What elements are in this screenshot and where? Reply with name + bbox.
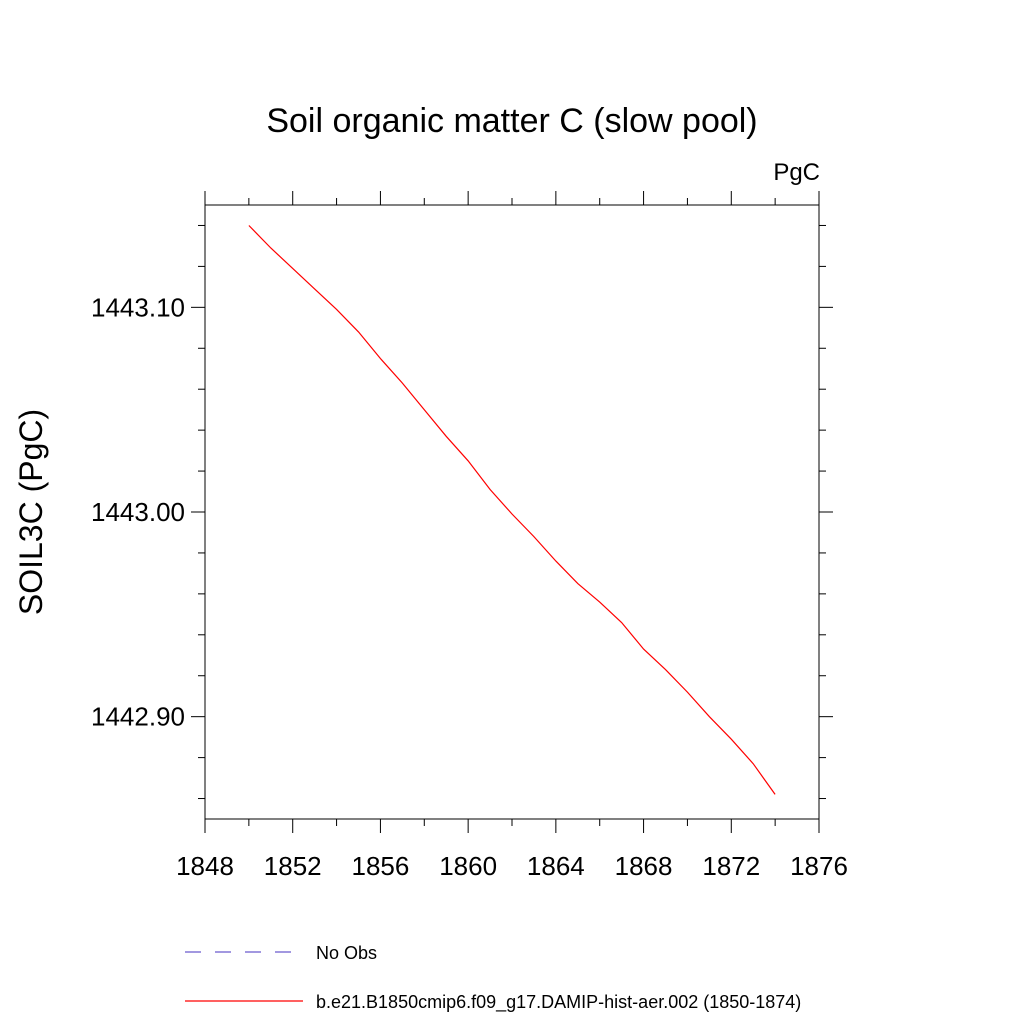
y-tick-label: 1443.10 [91, 292, 185, 322]
x-tick-label: 1872 [702, 851, 760, 881]
series-line [248, 225, 776, 795]
chart-title: Soil organic matter C (slow pool) [266, 102, 757, 140]
plot-frame [204, 204, 820, 820]
legend: No Obs b.e21.B1850cmip6.f09_g17.DAMIP-his… [185, 943, 801, 1013]
x-tick-label: 1856 [352, 851, 410, 881]
series-lines [248, 225, 776, 795]
axis-tick-labels: 1848 1852 1856 1860 1864 1868 1872 1876 1442.90 1… [91, 292, 848, 881]
x-tick-label: 1848 [176, 851, 234, 881]
y-tick-label: 1442.90 [91, 702, 185, 732]
x-tick-label: 1876 [790, 851, 848, 881]
axis-ticks [191, 191, 833, 833]
legend-label: No Obs [316, 943, 377, 963]
units-label: PgC [773, 159, 820, 186]
legend-label: b.e21.B1850cmip6.f09_g17.DAMIP-hist-aer.… [316, 992, 801, 1013]
x-tick-label: 1852 [264, 851, 322, 881]
y-axis-label: SOIL3C (PgC) [13, 409, 49, 615]
x-tick-label: 1868 [615, 851, 673, 881]
x-tick-label: 1860 [439, 851, 497, 881]
y-tick-label: 1443.00 [91, 497, 185, 527]
x-tick-label: 1864 [527, 851, 585, 881]
